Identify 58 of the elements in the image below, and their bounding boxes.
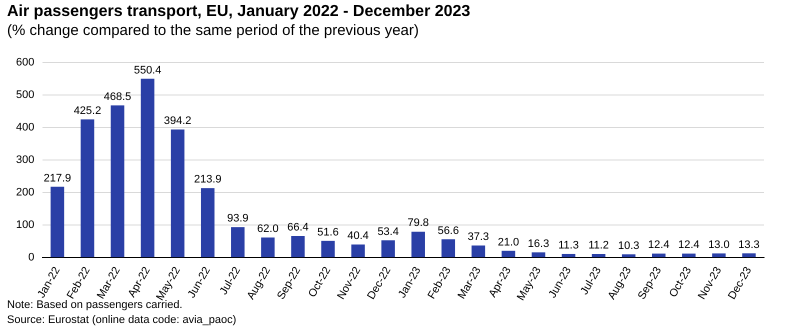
y-tick-label: 600 xyxy=(16,56,34,69)
data-label: 51.6 xyxy=(317,226,339,238)
bar xyxy=(562,254,576,258)
data-label: 468.5 xyxy=(104,90,132,103)
bar xyxy=(351,244,365,258)
data-label: 21.0 xyxy=(498,236,520,248)
data-label: 394.2 xyxy=(164,115,192,128)
y-tick-label: 300 xyxy=(16,154,34,166)
bar xyxy=(231,227,245,258)
y-tick-label: 200 xyxy=(16,186,34,199)
data-label: 213.9 xyxy=(194,174,222,186)
bar xyxy=(532,252,546,258)
data-label: 12.4 xyxy=(678,239,700,252)
data-label: 16.3 xyxy=(528,238,550,250)
bar xyxy=(592,254,606,258)
data-label: 425.2 xyxy=(74,104,102,117)
y-tick-label: 0 xyxy=(28,252,34,264)
data-label: 40.4 xyxy=(347,230,369,242)
data-label: 56.6 xyxy=(438,224,459,237)
bar xyxy=(712,253,726,258)
bar xyxy=(381,240,395,258)
bar xyxy=(80,119,94,258)
data-label: 53.4 xyxy=(377,226,399,238)
bar xyxy=(321,240,335,258)
data-label: 550.4 xyxy=(134,64,162,76)
data-label: 13.3 xyxy=(738,238,760,251)
data-label: 12.4 xyxy=(648,239,670,252)
data-label: 13.0 xyxy=(708,238,730,251)
bar xyxy=(291,236,305,258)
bar xyxy=(261,237,275,258)
data-label: 37.3 xyxy=(468,231,490,244)
bar xyxy=(140,78,154,258)
chart-title: Air passengers transport, EU, January 2022 - December 2023 xyxy=(7,3,470,21)
bar xyxy=(50,186,64,258)
data-label: 79.8 xyxy=(408,217,429,230)
bar xyxy=(652,254,666,258)
bar xyxy=(442,239,456,258)
data-label: 66.4 xyxy=(287,222,309,234)
data-label: 11.2 xyxy=(588,240,609,252)
chart-subtitle: (% change compared to the same period of the previous year) xyxy=(7,22,419,39)
y-tick-label: 400 xyxy=(16,122,34,134)
source-note: Source: Eurostat (online data code: avia_paoc) xyxy=(7,313,236,328)
data-label: 10.3 xyxy=(618,240,640,252)
data-label: 62.0 xyxy=(257,223,279,236)
bar xyxy=(411,232,425,258)
text: Note: Based on passengers carried. xyxy=(7,299,182,311)
y-tick-label: 100 xyxy=(16,219,34,232)
bar xyxy=(110,105,124,258)
bar xyxy=(682,254,696,258)
data-label: 11.3 xyxy=(558,239,579,252)
bar xyxy=(502,250,516,258)
data-label: 217.9 xyxy=(44,172,72,184)
bar xyxy=(472,246,486,258)
bar xyxy=(742,253,756,258)
bar xyxy=(170,129,184,258)
data-label: 93.9 xyxy=(227,212,249,225)
bar xyxy=(200,188,214,258)
y-tick-label: 500 xyxy=(16,89,34,102)
